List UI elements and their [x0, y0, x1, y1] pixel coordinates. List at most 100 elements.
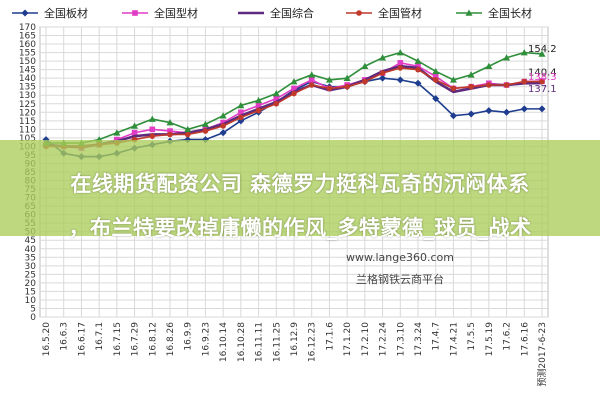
- data-point: [415, 63, 421, 70]
- y-tick-label: 5: [30, 304, 36, 314]
- data-point: [273, 100, 280, 107]
- y-tick-label: 115: [19, 117, 36, 127]
- legend-label: 全国管材: [378, 6, 422, 20]
- y-tick-label: 135: [19, 83, 36, 93]
- end-label: 138.3: [528, 72, 557, 83]
- caption-overlay: 在线期货配资公司 森德罗力挺科瓦奇的沉闷体系 ，布兰特要改掉庸懒的作风_多特蒙德…: [0, 140, 600, 240]
- data-point: [255, 107, 262, 114]
- y-tick-label: 25: [25, 270, 36, 280]
- y-tick-label: 120: [19, 108, 36, 118]
- x-tick-label: 17.2.10: [361, 322, 371, 357]
- y-tick-label: 140: [19, 74, 36, 84]
- x-tick-label: 16.7.29: [131, 322, 141, 357]
- x-tick-label: 16.12.9: [290, 322, 300, 357]
- data-point: [485, 107, 493, 115]
- data-point: [238, 114, 244, 121]
- data-point: [21, 9, 29, 17]
- x-tick-label: 17.2.24: [379, 322, 389, 357]
- data-point: [237, 101, 245, 109]
- data-point: [238, 109, 244, 116]
- caption-line-1: 在线期货配资公司 森德罗力挺科瓦奇的沉闷体系: [70, 172, 530, 196]
- legend-item-5: 全国长材: [456, 6, 532, 20]
- x-tick-label: 16.12.23: [308, 322, 318, 362]
- data-point: [132, 10, 138, 16]
- y-tick-label: 45: [25, 236, 36, 246]
- x-tick-label: 17.1.20: [343, 322, 353, 357]
- legend-item-2: 全国型材: [122, 6, 198, 20]
- data-point: [415, 66, 421, 73]
- x-tick-label: 16.8.12: [148, 322, 158, 356]
- y-tick-label: 125: [19, 100, 36, 110]
- data-point: [485, 62, 493, 70]
- data-point: [219, 129, 227, 137]
- watermark-url: www.lange360.com: [346, 251, 454, 264]
- data-point: [432, 73, 439, 80]
- end-label: 137.1: [528, 84, 557, 95]
- data-point: [308, 82, 315, 88]
- data-point: [503, 108, 511, 116]
- data-point: [167, 131, 173, 138]
- x-tick-label: 17.6.16: [520, 322, 530, 357]
- data-point: [396, 76, 404, 84]
- y-tick-label: 160: [19, 40, 36, 50]
- data-point: [255, 102, 262, 109]
- data-point: [273, 95, 280, 102]
- y-tick-label: 130: [19, 91, 36, 101]
- x-tick-label: 16.11.11: [255, 322, 265, 362]
- data-point: [362, 78, 368, 85]
- data-point: [432, 67, 440, 75]
- data-point: [538, 105, 546, 113]
- x-tick-label: 17.5.19: [485, 322, 495, 357]
- x-tick-label: 17.5.5: [467, 322, 477, 351]
- watermark-name: 兰格钢铁云商平台: [356, 272, 444, 286]
- x-tick-label: 16.10.28: [237, 322, 247, 362]
- x-tick-label: 16.11.25: [272, 322, 282, 362]
- data-point: [202, 128, 209, 134]
- y-tick-label: 105: [19, 134, 36, 144]
- y-tick-label: 170: [19, 23, 36, 33]
- data-point: [291, 90, 297, 97]
- data-point: [538, 50, 546, 57]
- data-point: [272, 90, 280, 97]
- series-5: [42, 49, 546, 146]
- data-point: [131, 129, 138, 136]
- legend-label: 全国综合: [270, 6, 314, 20]
- y-tick-label: 40: [25, 245, 37, 255]
- data-point: [379, 70, 386, 76]
- data-point: [486, 82, 492, 88]
- y-tick-label: 0: [30, 313, 36, 323]
- y-tick-label: 155: [19, 49, 36, 59]
- legend-label: 全国长材: [488, 6, 532, 20]
- y-tick-label: 165: [19, 32, 36, 42]
- data-point: [361, 62, 369, 70]
- end-label: 154.2: [528, 44, 557, 55]
- legend-item-1: 全国板材: [12, 6, 88, 20]
- y-tick-label: 35: [25, 253, 36, 263]
- data-point: [397, 60, 404, 66]
- data-point: [113, 129, 121, 136]
- x-tick-label: 16.6.17: [77, 322, 87, 356]
- y-tick-label: 30: [25, 262, 37, 272]
- data-point: [520, 49, 528, 56]
- data-point: [166, 119, 174, 126]
- x-tick-label: 16.5.20: [42, 322, 52, 357]
- x-tick-label: 17.4.21: [449, 322, 459, 356]
- x-tick-label: 预测2017-6-23: [537, 322, 548, 387]
- data-point: [308, 77, 315, 83]
- legend-label: 全国板材: [44, 6, 88, 20]
- x-tick-label: 16.8.26: [166, 322, 176, 357]
- x-tick-label: 16.7.1: [95, 322, 105, 351]
- data-point: [397, 65, 404, 71]
- data-point: [184, 131, 191, 138]
- data-point: [379, 74, 387, 82]
- data-point: [308, 71, 316, 78]
- data-point: [414, 79, 422, 87]
- y-tick-label: 10: [25, 296, 37, 306]
- end-label: 140.4: [528, 67, 557, 78]
- data-point: [255, 96, 263, 104]
- data-point: [467, 71, 475, 78]
- data-point: [432, 77, 439, 83]
- x-tick-label: 16.7.15: [113, 322, 123, 356]
